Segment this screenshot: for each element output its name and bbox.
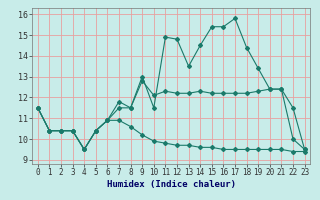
X-axis label: Humidex (Indice chaleur): Humidex (Indice chaleur) bbox=[107, 180, 236, 189]
